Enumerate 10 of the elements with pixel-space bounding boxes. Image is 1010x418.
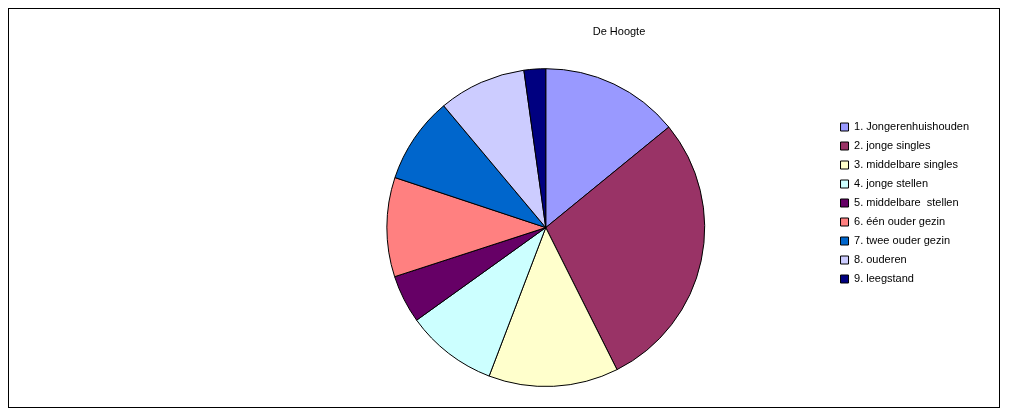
legend-label: 2. jonge singles	[854, 139, 931, 152]
legend-label: 5. middelbare stellen	[854, 196, 959, 209]
legend-label: 8. ouderen	[854, 253, 907, 266]
chart-title: De Hoogte	[592, 24, 646, 37]
legend-label: 1. Jongerenhuishouden	[854, 120, 969, 133]
legend-label: 4. jonge stellen	[854, 177, 929, 190]
legend-label: 6. één ouder gezin	[854, 215, 946, 228]
legend-label: 9. leegstand	[854, 272, 914, 285]
legend-label: 3. middelbare singles	[854, 158, 959, 171]
legend-label: 7. twee ouder gezin	[854, 234, 951, 247]
